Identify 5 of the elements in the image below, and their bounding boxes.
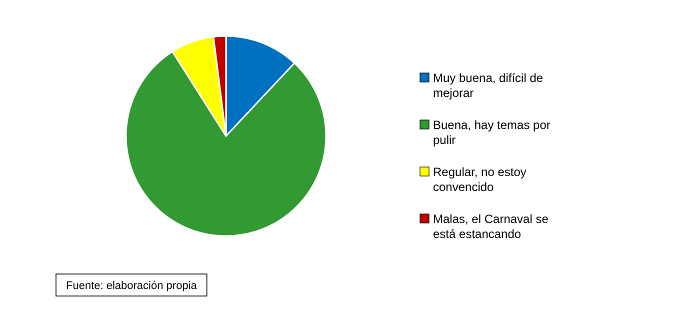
- legend-label: Muy buena, difícil de mejorar: [433, 71, 544, 100]
- legend-label: Regular, no estoy convencido: [433, 165, 526, 194]
- source-note: Fuente: elaboración propia: [66, 280, 198, 292]
- legend-label: Buena, hay temas por pulir: [433, 118, 550, 147]
- legend-label: Malas, el Carnaval se está estancando: [433, 212, 549, 241]
